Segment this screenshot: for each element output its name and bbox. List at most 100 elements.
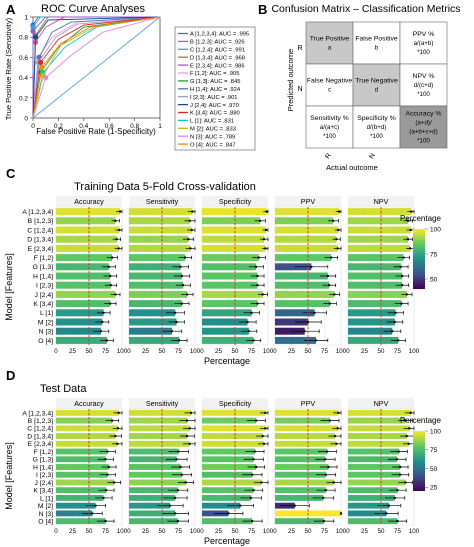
mean-point bbox=[393, 320, 397, 324]
roc-curve-7 bbox=[32, 16, 161, 119]
mean-point bbox=[391, 330, 394, 333]
cm-cell-tp bbox=[305, 21, 354, 65]
facet-title: Accuracy bbox=[74, 399, 104, 408]
bar bbox=[202, 263, 257, 271]
bar bbox=[348, 479, 406, 486]
facet-xtick-label: 25 bbox=[361, 528, 368, 535]
roc-ytick-label: 1 bbox=[24, 15, 28, 22]
bar bbox=[202, 208, 267, 216]
mean-point bbox=[239, 504, 242, 507]
mean-point bbox=[188, 219, 191, 222]
bar bbox=[275, 300, 330, 308]
roc-xtick-label: 0.2 bbox=[54, 123, 63, 130]
mean-point bbox=[407, 442, 410, 445]
bar bbox=[202, 448, 255, 455]
bar bbox=[275, 440, 337, 447]
bar bbox=[56, 471, 108, 478]
facet-strip bbox=[129, 398, 195, 409]
mean-point bbox=[179, 265, 182, 268]
bar bbox=[129, 263, 181, 271]
mean-point bbox=[331, 219, 335, 222]
model-label: A [1,2,3,4] bbox=[22, 209, 53, 216]
cm-cell-tn bbox=[352, 63, 401, 107]
roc-cutoff-point-10 bbox=[38, 59, 44, 66]
bar bbox=[129, 487, 178, 494]
colorbar-title: Percentage bbox=[400, 416, 441, 425]
colorbar-tick-label: 100 bbox=[430, 428, 441, 435]
bar bbox=[348, 510, 387, 517]
cm-cell-fn-line-1: c bbox=[328, 87, 331, 94]
bar bbox=[129, 272, 182, 280]
mean-point bbox=[264, 411, 267, 415]
bar bbox=[275, 448, 328, 455]
facet-xtick-label: 25 bbox=[142, 348, 149, 355]
mean-point bbox=[114, 219, 117, 222]
mean-point bbox=[174, 496, 177, 500]
bar bbox=[275, 235, 337, 243]
roc-diagonal bbox=[32, 16, 161, 119]
bar bbox=[348, 425, 410, 432]
bar bbox=[202, 235, 265, 243]
mean-point bbox=[250, 519, 254, 523]
roc-xlabel: False Positive Rate (1-Specificity) bbox=[36, 127, 156, 136]
cm-row-label-r: R bbox=[297, 45, 302, 52]
cm-cell-acc bbox=[399, 105, 448, 149]
mean-point bbox=[99, 330, 103, 333]
mean-point bbox=[409, 228, 412, 232]
mean-point bbox=[256, 284, 259, 287]
mean-point bbox=[117, 247, 120, 250]
bar bbox=[275, 309, 315, 317]
facet-xtick-label: 100 bbox=[263, 348, 274, 355]
facet-xtick-label: 75 bbox=[394, 348, 401, 355]
mean-point bbox=[314, 339, 318, 342]
colorbar-tick-label: 50 bbox=[430, 276, 438, 283]
cm-cell-acc-line-3: *100 bbox=[417, 138, 430, 145]
bar bbox=[275, 327, 305, 335]
bar bbox=[56, 318, 103, 326]
facet-xtick-label: 50 bbox=[232, 528, 239, 535]
panel-letter-c: C bbox=[6, 166, 16, 181]
mean-point bbox=[188, 442, 191, 445]
mean-point bbox=[91, 512, 94, 515]
bar bbox=[202, 327, 249, 335]
bar bbox=[202, 290, 263, 298]
bar bbox=[275, 456, 326, 463]
facet-xtick-label: 50 bbox=[378, 528, 385, 535]
bar bbox=[348, 300, 402, 308]
roc-ytick-label: 0.4 bbox=[19, 75, 28, 82]
roc-cutoff-point-13 bbox=[43, 75, 49, 81]
mean-point bbox=[250, 473, 254, 476]
test-colorbar: Percentage 100 75 50 25 bbox=[400, 416, 441, 492]
bar bbox=[56, 479, 115, 486]
mean-point bbox=[261, 434, 264, 438]
training-title: Training Data 5-Fold Cross-validation bbox=[74, 181, 256, 193]
bar bbox=[56, 290, 116, 298]
mean-point bbox=[393, 496, 397, 500]
mean-point bbox=[191, 210, 194, 213]
facet-xtick-label: 0 bbox=[200, 528, 204, 535]
model-label: H [1,4] bbox=[33, 464, 53, 471]
bar bbox=[129, 309, 176, 317]
cm-cell-acc-line-2: (a+b+c+d) bbox=[409, 129, 437, 136]
facet-xtick-label: 75 bbox=[248, 528, 255, 535]
mean-point bbox=[397, 450, 401, 453]
facet-strip bbox=[202, 196, 268, 207]
facet-strip bbox=[202, 398, 268, 409]
bar bbox=[348, 327, 393, 335]
colorbar-tick-label: 100 bbox=[430, 226, 441, 233]
bar bbox=[202, 487, 254, 494]
mean-point bbox=[310, 265, 313, 268]
mean-point bbox=[180, 473, 183, 476]
mean-point bbox=[168, 504, 172, 507]
mean-point bbox=[327, 465, 330, 469]
bar bbox=[202, 417, 257, 424]
bar bbox=[129, 336, 180, 344]
roc-curve-9 bbox=[32, 16, 161, 119]
model-label: F [1,2] bbox=[34, 449, 53, 456]
facet-xtick-label: 50 bbox=[86, 348, 93, 355]
model-label: E [2,3,4] bbox=[28, 441, 53, 448]
model-label: B [1,2,3] bbox=[28, 418, 53, 425]
bar bbox=[56, 309, 104, 317]
facet-title: Accuracy bbox=[74, 197, 104, 206]
bar bbox=[202, 281, 258, 289]
